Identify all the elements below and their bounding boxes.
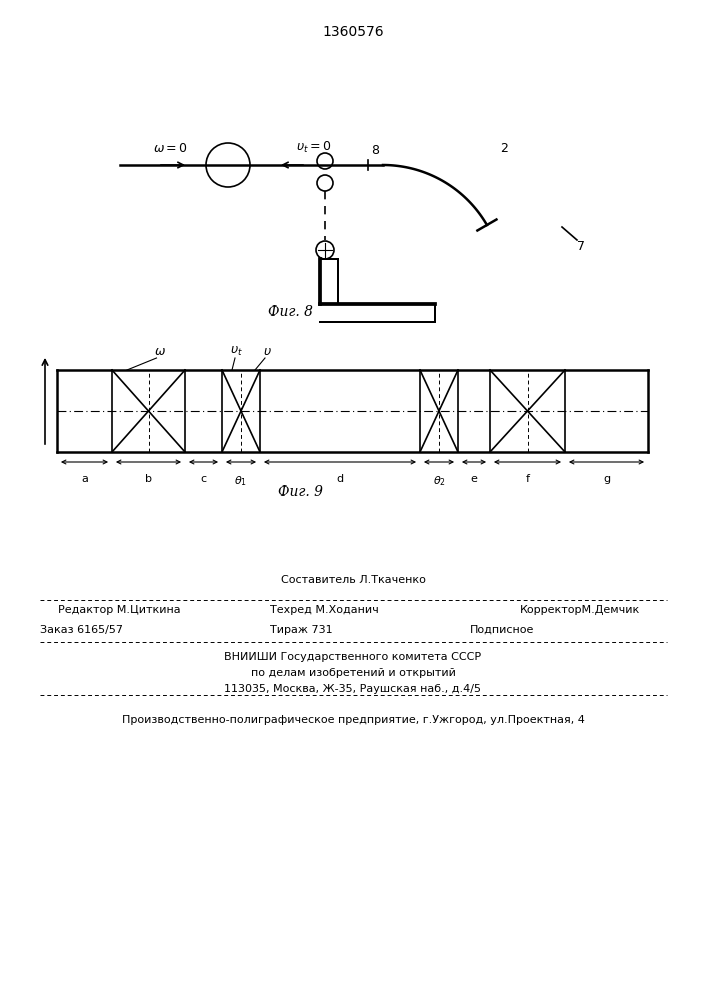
Text: 7: 7 xyxy=(577,240,585,253)
Text: b: b xyxy=(145,474,152,484)
Text: $\omega$: $\omega$ xyxy=(153,345,165,358)
Text: c: c xyxy=(201,474,206,484)
Text: Составитель Л.Ткаченко: Составитель Л.Ткаченко xyxy=(281,575,426,585)
Text: по делам изобретений и открытий: по делам изобретений и открытий xyxy=(250,668,455,678)
Text: g: g xyxy=(603,474,610,484)
Text: Редактор М.Циткина: Редактор М.Циткина xyxy=(58,605,180,615)
Text: 1360576: 1360576 xyxy=(322,25,384,39)
Text: d: d xyxy=(337,474,344,484)
Text: ВНИИШИ Государственного комитета СССР: ВНИИШИ Государственного комитета СССР xyxy=(224,652,481,662)
Text: 2: 2 xyxy=(500,142,508,155)
Text: Производственно-полиграфическое предприятие, г.Ужгород, ул.Проектная, 4: Производственно-полиграфическое предприя… xyxy=(122,715,585,725)
Text: $\upsilon$: $\upsilon$ xyxy=(263,345,271,358)
Text: Тираж 731: Тираж 731 xyxy=(270,625,332,635)
Text: 113035, Москва, Ж-35, Раушская наб., д.4/5: 113035, Москва, Ж-35, Раушская наб., д.4… xyxy=(225,684,481,694)
Text: Фиг. 9: Фиг. 9 xyxy=(278,485,322,499)
Text: Фиг. 8: Фиг. 8 xyxy=(267,305,312,319)
Text: $\upsilon_t$: $\upsilon_t$ xyxy=(230,345,243,358)
Text: e: e xyxy=(471,474,477,484)
Text: Подписное: Подписное xyxy=(470,625,534,635)
Text: Заказ 6165/57: Заказ 6165/57 xyxy=(40,625,123,635)
Text: $\omega=0$: $\omega=0$ xyxy=(153,142,188,155)
Text: f: f xyxy=(525,474,530,484)
Text: $\theta_2$: $\theta_2$ xyxy=(433,474,445,488)
Text: КорректорМ.Демчик: КорректорМ.Демчик xyxy=(520,605,641,615)
Text: Техред М.Ходанич: Техред М.Ходанич xyxy=(270,605,379,615)
Text: $\theta_1$: $\theta_1$ xyxy=(235,474,247,488)
Text: $\upsilon_t=0$: $\upsilon_t=0$ xyxy=(296,140,332,155)
Text: 8: 8 xyxy=(371,144,379,157)
Text: a: a xyxy=(81,474,88,484)
